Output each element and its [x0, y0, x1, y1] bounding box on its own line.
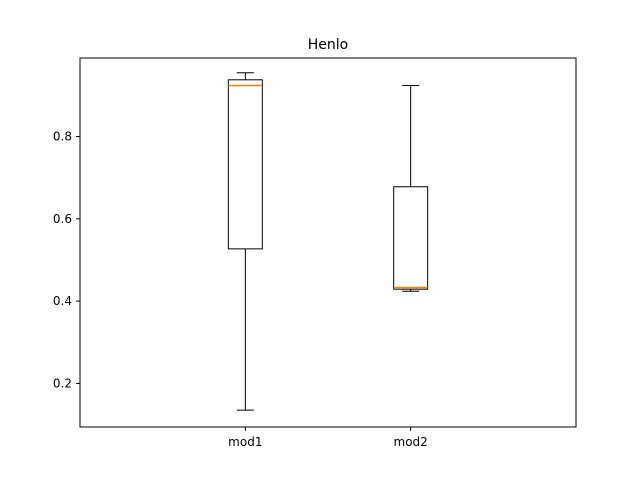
x-tick-label: mod1	[228, 435, 262, 449]
y-tick-label: 0.4	[53, 294, 72, 308]
chart-title: Henlo	[308, 37, 348, 53]
x-tick-label: mod2	[394, 435, 428, 449]
y-tick-label: 0.2	[53, 376, 72, 390]
box-iqr	[227, 79, 263, 250]
plot-area: 0.2 0.4 0.6 0.8 mod1 mod2	[53, 72, 429, 449]
y-tick-label: 0.6	[53, 212, 72, 226]
y-tick-label: 0.8	[53, 130, 72, 144]
box-iqr	[393, 186, 429, 290]
axes-frame	[79, 57, 577, 428]
